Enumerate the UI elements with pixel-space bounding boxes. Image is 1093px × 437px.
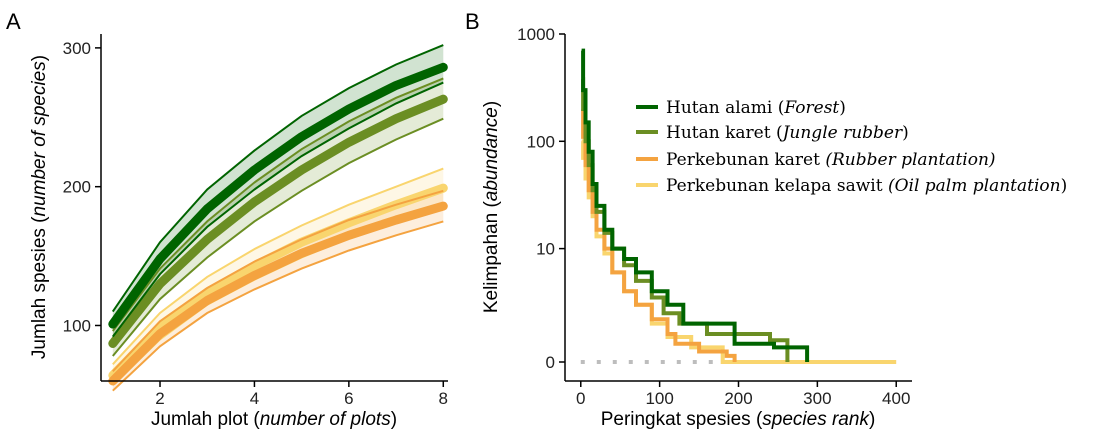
panel-a-x-tick-label: 6 bbox=[344, 389, 353, 408]
series-line-hutan-karet bbox=[108, 94, 448, 348]
panel-a-y-axis-title: Jumlah spesies (number of species) bbox=[29, 55, 50, 359]
panel-b-label: B bbox=[465, 9, 480, 34]
panel-b-y-tick-label: 10 bbox=[536, 240, 555, 259]
panel-a-label: A bbox=[6, 9, 21, 34]
panel-b-y-tick-label: 0 bbox=[546, 353, 555, 372]
band-perkebunan-karet bbox=[112, 190, 444, 391]
panel-a-y-tick-label: 100 bbox=[63, 316, 91, 335]
rank-abundance-hutan-alami bbox=[581, 48, 810, 362]
legend-label-rubber-plantation: Perkebunan karet (Rubber plantation) bbox=[666, 150, 996, 170]
panel-a-x-tick-label: 2 bbox=[155, 389, 164, 408]
legend-label-forest: Hutan alami (Forest) bbox=[666, 98, 846, 118]
panel-b-x-tick-label: 200 bbox=[724, 389, 752, 408]
series-line-hutan-alami bbox=[108, 62, 448, 329]
upper-bound-hutan-alami bbox=[111, 44, 444, 313]
legend-label-jungle-rubber: Hutan karet (Jungle rubber) bbox=[666, 123, 909, 143]
lower-bound-perkebunan-karet bbox=[112, 220, 444, 392]
rank-abundance-perkebunan-kelapa-sawit bbox=[581, 139, 897, 364]
panel-b-y-tick-label: 100 bbox=[527, 132, 555, 151]
band-hutan-karet bbox=[112, 78, 444, 357]
panel-b-x-tick-label: 100 bbox=[645, 389, 673, 408]
legend-label-oil-palm: Perkebunan kelapa sawit (Oil palm planta… bbox=[666, 176, 1067, 196]
upper-bound-perkebunan-karet bbox=[112, 189, 444, 372]
panel-b-x-tick-label: 300 bbox=[803, 389, 831, 408]
panel-b: B 0 100 200 300 400 0 10 100 1000 Peringkat spes… bbox=[465, 9, 1067, 430]
panel-a: A 2 4 6 8 100 200 300 Jumlah plot (number of p… bbox=[6, 9, 448, 430]
panel-b-y-axis-title: Kelimpahan (abundance) bbox=[481, 101, 502, 313]
legend: Hutan alami (Forest) Hutan karet (Jungle… bbox=[636, 98, 1067, 196]
panel-a-x-tick-label: 4 bbox=[250, 389, 259, 408]
band-hutan-alami bbox=[112, 45, 444, 337]
upper-bound-perkebunan-kelapa-sawit bbox=[112, 167, 444, 365]
series-line-perkebunan-karet bbox=[108, 201, 448, 386]
panel-b-y-tick-label: 1000 bbox=[517, 25, 555, 44]
panel-a-y-tick-label: 200 bbox=[63, 178, 91, 197]
panel-b-x-tick-label: 400 bbox=[882, 389, 910, 408]
panel-a-x-tick-label: 8 bbox=[439, 389, 448, 408]
lower-bound-hutan-karet bbox=[112, 117, 444, 357]
panel-b-x-axis-title: Peringkat spesies (species rank) bbox=[601, 409, 876, 430]
upper-bound-hutan-karet bbox=[112, 77, 444, 332]
panel-b-x-tick-label: 0 bbox=[576, 389, 585, 408]
lower-bound-hutan-alami bbox=[112, 81, 444, 338]
panel-a-y-tick-label: 300 bbox=[63, 39, 91, 58]
panel-a-x-axis-title: Jumlah plot (number of plots) bbox=[151, 409, 397, 430]
